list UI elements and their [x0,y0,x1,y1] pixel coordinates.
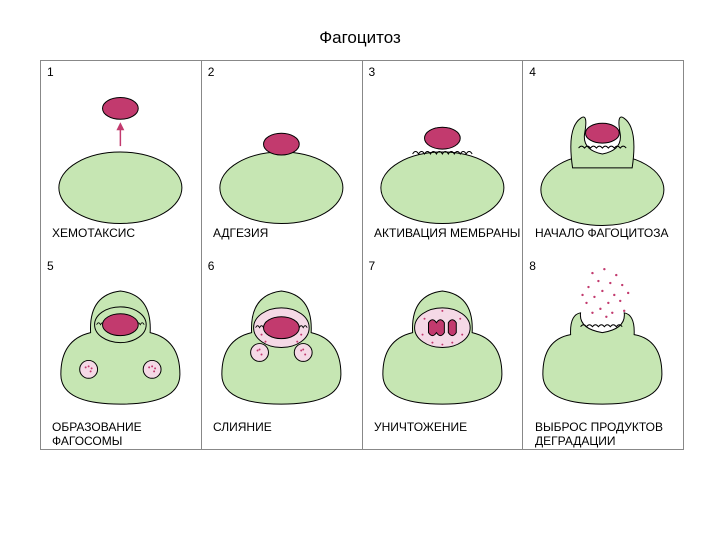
labels-row-1: ХЕМОТАКСИС АДГЕЗИЯ АКТИВАЦИЯ МЕМБРАНЫ НА… [40,226,684,240]
panel-label: СЛИЯНИЕ [201,420,362,449]
labels-row-2: ОБРАЗОВАНИЕ ФАГОСОМЫ СЛИЯНИЕ УНИЧТОЖЕНИЕ… [40,420,684,449]
panel-label: ОБРАЗОВАНИЕ ФАГОСОМЫ [40,420,201,449]
panel-label: АДГЕЗИЯ [201,226,362,240]
panel-label: НАЧАЛО ФАГОЦИТОЗА [523,226,684,240]
diagram-title: Фагоцитоз [0,0,720,48]
destroyed-pathogen [428,320,456,336]
cell-body [543,313,662,404]
pathogen [103,314,139,336]
pathogen [103,97,139,119]
host-cell [220,152,343,223]
expelled-debris [582,268,630,318]
cell-body [61,291,180,404]
host-cell [380,152,503,223]
host-cell [59,152,182,223]
panel-label: АКТИВАЦИЯ МЕМБРАНЫ [362,226,523,240]
pathogen [424,127,460,149]
open-ruffle [581,325,623,327]
pathogen [263,133,299,155]
panel-label: ХЕМОТАКСИС [40,226,201,240]
pathogen [263,317,299,339]
panel-label: ВЫБРОС ПРОДУКТОВ ДЕГРАДАЦИИ [523,420,684,449]
panel-grid: 1 2 3 4 [40,60,684,450]
pathogen [586,123,620,143]
lysosome-fusing [250,344,268,362]
panel-label: УНИЧТОЖЕНИЕ [362,420,523,449]
lysosome-fusing [294,344,312,362]
lysosome [143,360,161,378]
lysosome [80,360,98,378]
